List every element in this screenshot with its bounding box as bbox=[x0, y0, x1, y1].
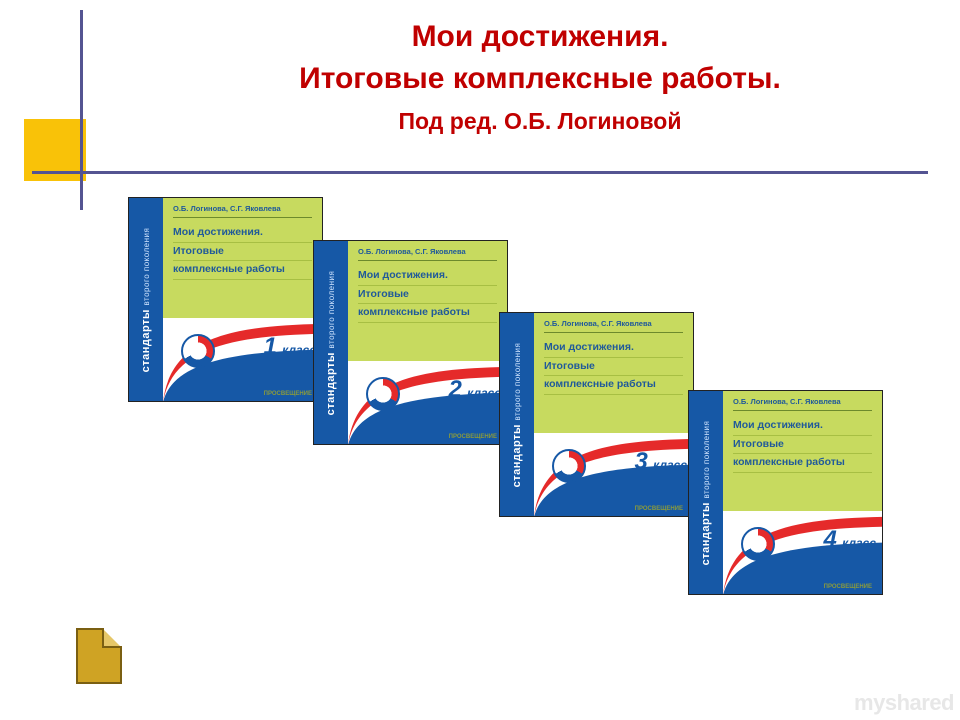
publisher-label: ПРОСВЕЩЕНИЕ bbox=[449, 434, 497, 440]
spine-main: стандарты bbox=[140, 309, 152, 372]
spine-main: стандарты bbox=[511, 424, 523, 487]
logo-icon bbox=[552, 449, 586, 483]
spine-main: стандарты bbox=[325, 352, 337, 415]
book-cover-1: стандарты второго поколенияО.Б. Логинова… bbox=[128, 197, 323, 402]
book-spine: стандарты второго поколения bbox=[689, 391, 723, 594]
book-upper: О.Б. Логинова, С.Г. Яковлева Мои достижен… bbox=[163, 198, 322, 318]
book-upper: О.Б. Логинова, С.Г. Яковлева Мои достижен… bbox=[534, 313, 693, 433]
book-cover-2: стандарты второго поколенияО.Б. Логинова… bbox=[313, 240, 508, 445]
book-upper: О.Б. Логинова, С.Г. Яковлева Мои достижен… bbox=[348, 241, 507, 361]
publisher-label: ПРОСВЕЩЕНИЕ bbox=[824, 584, 872, 590]
spine-sub: второго поколения bbox=[702, 420, 711, 498]
book-spine: стандарты второго поколения bbox=[500, 313, 534, 516]
book-title: Мои достижения.Итоговыекомплексные работ… bbox=[358, 267, 497, 323]
book-lower: 4 класс ПРОСВЕЩЕНИЕ bbox=[723, 511, 882, 594]
logo-icon bbox=[741, 527, 775, 561]
spine-sub: второго поколения bbox=[513, 342, 522, 420]
book-title: Мои достижения.Итоговыекомплексные работ… bbox=[544, 339, 683, 395]
spine-sub: второго поколения bbox=[142, 227, 151, 305]
book-upper: О.Б. Логинова, С.Г. Яковлева Мои достижен… bbox=[723, 391, 882, 511]
book-covers: стандарты второго поколенияО.Б. Логинова… bbox=[0, 0, 960, 720]
grade-label: 4 класс bbox=[823, 526, 876, 554]
publisher-label: ПРОСВЕЩЕНИЕ bbox=[264, 391, 312, 397]
book-authors: О.Б. Логинова, С.Г. Яковлева bbox=[358, 247, 497, 261]
publisher-label: ПРОСВЕЩЕНИЕ bbox=[635, 506, 683, 512]
book-title: Мои достижения.Итоговыекомплексные работ… bbox=[733, 417, 872, 473]
book-spine: стандарты второго поколения bbox=[314, 241, 348, 444]
grade-label: 2 класс bbox=[448, 376, 501, 404]
book-authors: О.Б. Логинова, С.Г. Яковлева bbox=[733, 397, 872, 411]
grade-label: 1 класс bbox=[263, 333, 316, 361]
book-cover-3: стандарты второго поколенияО.Б. Логинова… bbox=[499, 312, 694, 517]
book-authors: О.Б. Логинова, С.Г. Яковлева bbox=[544, 319, 683, 333]
book-authors: О.Б. Логинова, С.Г. Яковлева bbox=[173, 204, 312, 218]
spine-main: стандарты bbox=[700, 502, 712, 565]
page-icon bbox=[76, 628, 122, 684]
spine-sub: второго поколения bbox=[327, 270, 336, 348]
slide: Мои достижения. Итоговые комплексные раб… bbox=[0, 0, 960, 720]
book-lower: 1 класс ПРОСВЕЩЕНИЕ bbox=[163, 318, 322, 401]
watermark: myshared bbox=[854, 690, 954, 716]
logo-icon bbox=[181, 334, 215, 368]
book-spine: стандарты второго поколения bbox=[129, 198, 163, 401]
book-cover-4: стандарты второго поколенияО.Б. Логинова… bbox=[688, 390, 883, 595]
book-title: Мои достижения.Итоговыекомплексные работ… bbox=[173, 224, 312, 280]
logo-icon bbox=[366, 377, 400, 411]
page-fold bbox=[104, 630, 120, 646]
book-lower: 3 класс ПРОСВЕЩЕНИЕ bbox=[534, 433, 693, 516]
book-lower: 2 класс ПРОСВЕЩЕНИЕ bbox=[348, 361, 507, 444]
grade-label: 3 класс bbox=[634, 448, 687, 476]
